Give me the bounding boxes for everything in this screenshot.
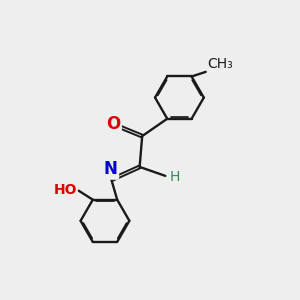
Text: HO: HO: [53, 183, 77, 197]
Text: N: N: [104, 160, 118, 178]
Text: CH₃: CH₃: [208, 57, 233, 71]
Text: H: H: [170, 170, 180, 184]
Text: O: O: [106, 115, 121, 133]
